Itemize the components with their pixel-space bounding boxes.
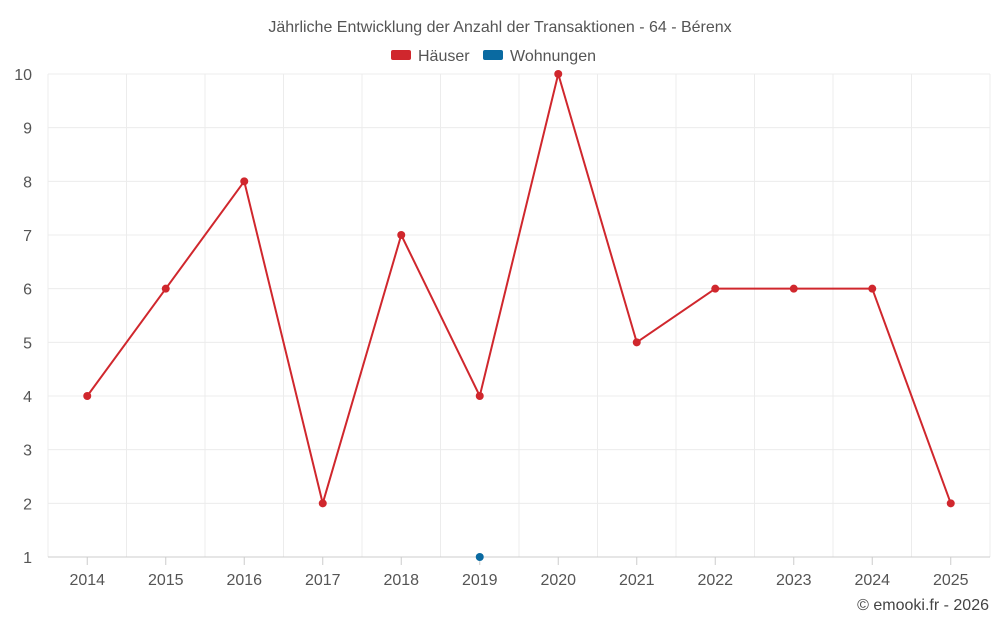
x-tick-label: 2022 [697, 572, 733, 589]
data-point-haeuser-2021[interactable] [632, 338, 641, 347]
legend-swatch-wohnungen [483, 50, 503, 60]
y-tick-label: 7 [23, 228, 32, 245]
data-point-haeuser-2023[interactable] [789, 284, 798, 293]
x-tick-label: 2019 [462, 572, 498, 589]
data-point-wohnungen-2019[interactable] [475, 553, 484, 561]
data-point-haeuser-2022[interactable] [711, 284, 720, 293]
x-tick-label: 2025 [933, 572, 969, 589]
x-tick-label: 2015 [148, 572, 184, 589]
series-line-haeuser [86, 73, 952, 505]
x-tick-label: 2020 [540, 572, 576, 589]
legend-label-wohnungen: Wohnungen [510, 48, 596, 65]
axis-layer: 1 2 3 4 5 6 7 8 9 10 2014 2015 2016 2017 2018 2019 2020 2… [14, 67, 990, 589]
y-tick-label: 5 [23, 335, 32, 352]
y-tick-label: 4 [23, 389, 32, 406]
data-point-haeuser-2017[interactable] [318, 499, 327, 508]
y-tick-label: 8 [23, 174, 32, 191]
legend-swatch-haeuser [391, 50, 411, 60]
x-tick-label: 2017 [305, 572, 341, 589]
x-tick-label: 2024 [854, 572, 890, 589]
y-tick-label: 1 [23, 550, 32, 567]
data-point-haeuser-2024[interactable] [868, 284, 877, 293]
x-tick-label: 2014 [69, 572, 105, 589]
legend-label-haeuser: Häuser [418, 48, 470, 65]
legend-item-haeuser[interactable]: Häuser [391, 48, 470, 65]
data-point-haeuser-2025[interactable] [946, 499, 955, 508]
y-tick-label: 2 [23, 496, 32, 513]
x-tick-label: 2023 [776, 572, 812, 589]
y-tick-label: 6 [23, 282, 32, 299]
chart-title: Jährliche Entwicklung der Anzahl der Tra… [268, 19, 731, 36]
data-point-haeuser-2015[interactable] [161, 284, 170, 293]
data-point-haeuser-2018[interactable] [397, 231, 406, 239]
grid-layer [47, 73, 991, 557]
credit-text: © emooki.fr - 2026 [857, 597, 989, 614]
x-tick-label: 2018 [383, 572, 419, 589]
data-point-haeuser-2016[interactable] [240, 177, 249, 186]
x-tick-label: 2016 [226, 572, 262, 589]
y-tick-label: 10 [14, 67, 32, 84]
y-tick-label: 3 [23, 443, 32, 460]
data-point-haeuser-2014[interactable] [83, 392, 92, 400]
y-tick-label: 9 [23, 121, 32, 138]
legend-item-wohnungen[interactable]: Wohnungen [483, 48, 596, 65]
data-point-haeuser-2019[interactable] [475, 392, 484, 400]
chart-legend: Häuser Wohnungen [391, 48, 596, 65]
data-point-haeuser-2020[interactable] [554, 70, 563, 78]
series-layer [83, 70, 955, 561]
x-tick-label: 2021 [619, 572, 655, 589]
